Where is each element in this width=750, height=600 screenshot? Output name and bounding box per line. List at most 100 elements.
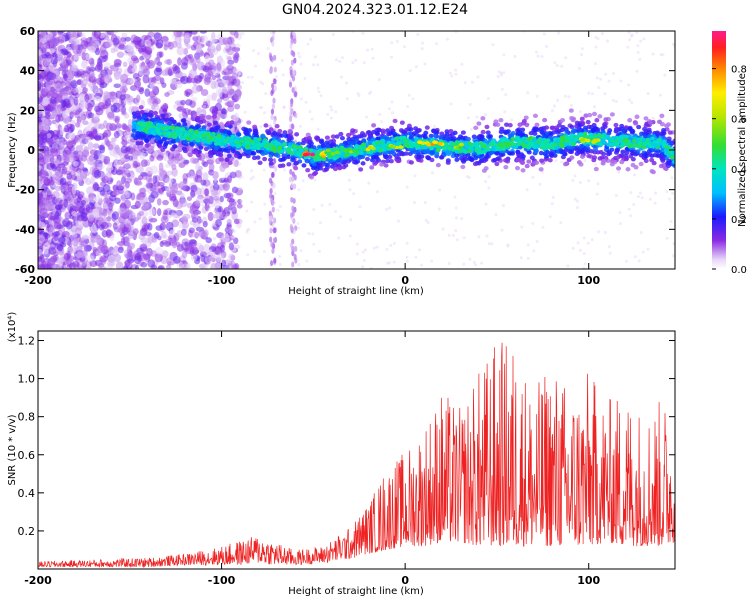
spectrogram-noise-cell [176,46,185,56]
spectrogram-noise-cell [124,235,131,245]
spectrogram-noise-cell [139,56,145,61]
spectrogram-noise-cell [454,206,458,210]
spectrogram-noise-cell [156,208,162,217]
spectrogram-noise-cell [362,258,366,262]
spectrogram-noise-cell [669,219,673,223]
spectrogram-noise-cell [63,190,69,196]
spectrogram-noise-cell [307,232,311,236]
spectrogram-noise-cell [535,94,539,98]
spectrogram-noise-cell [105,139,111,147]
spectrogram-noise-cell [125,146,131,152]
spectrogram-noise-cell [639,231,643,235]
spectrogram-noise-cell [44,86,52,93]
spectrogram-noise-cell [460,217,464,221]
spectrogram-noise-cell [633,255,637,259]
spectrogram-noise-cell [253,220,257,224]
spectrogram-noise-cell [140,261,148,268]
spectrogram-noise-cell [236,122,242,130]
spectrogram-streak-cell [268,177,273,184]
spectrogram-streak-cell [293,57,297,64]
spectrogram-noise-cell [101,230,108,238]
spectrogram-ridge-cell [579,116,585,122]
spectrogram-noise-cell [586,241,590,245]
spectrogram-noise-cell [601,32,605,36]
spectrogram-noise-cell [155,247,163,255]
spectrogram-noise-cell [40,258,46,264]
spectrogram-noise-cell [316,86,320,90]
spectrogram-ridge-cell [395,158,401,164]
spectrogram-noise-cell [259,125,263,129]
spectrogram-noise-cell [127,242,136,250]
spectrogram-noise-cell [603,230,607,234]
spectrogram-ridge-cell [498,152,504,158]
spectrogram-ridge-cell [633,121,639,126]
spectrogram-noise-cell [250,169,254,173]
spectrogram-noise-cell [250,200,254,204]
spectrogram-streak-cell [291,261,295,268]
spectrogram-noise-cell [190,44,197,51]
spectrogram-noise-cell [361,265,365,269]
spectrogram-ridge-cell [160,113,166,118]
spectrogram-noise-cell [447,261,451,265]
spectrogram-noise-cell [510,118,514,122]
spectrogram-noise-cell [50,110,58,118]
spectrogram-streak-cell [271,35,275,42]
spectrogram-ridge-cell [607,128,613,133]
spectrogram-streak-cell [290,212,294,219]
spectrogram-streak-cell [273,217,277,224]
spectrogram-ridge-cell [265,129,271,134]
spectrogram-noise-cell [338,60,342,64]
spectrogram-ridge-cell [385,158,391,164]
spectrogram-noise-cell [661,53,665,57]
spectrogram-ridge-cell [542,117,548,123]
spectrogram-noise-cell [577,66,581,70]
spectrogram-noise-cell [179,157,186,163]
spectrogram-noise-cell [171,40,178,48]
spectrogram-noise-cell [330,108,334,112]
spectrogram-noise-cell [75,122,81,128]
spectrogram-noise-cell [93,154,99,161]
spectrogram-noise-cell [196,187,202,196]
spectrogram-noise-cell [89,149,98,156]
spectrogram-noise-cell [375,245,379,249]
spectrogram-noise-cell [124,162,131,168]
spectrogram-noise-cell [196,43,202,53]
spectrogram-noise-cell [320,203,324,207]
spectrogram-noise-cell [108,194,117,202]
spectrogram-noise-cell [189,57,195,63]
spectrogram-noise-cell [73,43,78,52]
spectrogram-noise-cell [72,239,79,247]
spectrogram-noise-cell [557,31,561,35]
spectrogram-streak-cell [268,215,273,222]
spectrogram-noise-cell [88,58,94,65]
spectrogram-ridge-cell [609,112,615,117]
spectrogram-noise-cell [236,203,243,209]
spectrogram-noise-cell [233,93,242,101]
spectrogram-noise-cell [71,231,78,238]
spectrogram-noise-cell [646,92,650,96]
spectrogram-noise-cell [480,261,484,265]
spectrogram-noise-cell [604,72,608,76]
spectrogram-noise-cell [592,105,596,109]
spectrogram-noise-cell [44,155,49,165]
spectrogram-noise-cell [331,32,335,36]
spectrogram-noise-cell [83,146,89,156]
spectrogram-noise-cell [313,55,317,59]
spectrogram-noise-cell [186,243,194,252]
spectrogram-ridge-cell [574,147,580,153]
spectrogram-noise-cell [328,203,332,207]
spectrogram-noise-cell [553,61,557,65]
spectrogram-ridge-cell [262,156,268,162]
spectrogram-noise-cell [273,192,277,196]
spectrogram-noise-cell [182,173,189,182]
spectrogram-noise-cell [104,172,112,181]
spectrogram-ridge-cell [578,162,584,167]
spectrogram-noise-cell [653,201,657,205]
spectrogram-noise-cell [226,64,234,71]
spectrogram-noise-cell [253,249,257,253]
spectrogram-streak-cell [270,108,275,115]
spectrogram-ridge-cell [286,162,292,167]
spectrogram-noise-cell [563,94,567,98]
spectrogram-noise-cell [627,83,631,87]
spectrogram-noise-cell [220,58,226,68]
